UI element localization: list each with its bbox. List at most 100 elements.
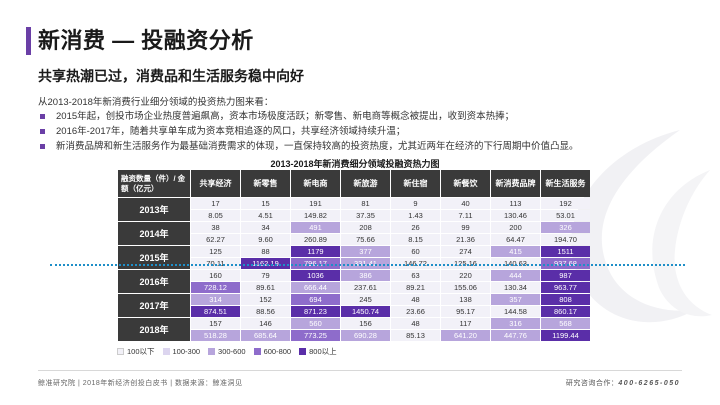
funding-amount-cell: 89.61: [241, 282, 290, 293]
deal-count-cell: 160: [191, 270, 240, 281]
funding-amount-cell: 130.34: [491, 282, 540, 293]
contact-label: 研究咨询合作：: [565, 380, 619, 387]
bullet-square-icon: [40, 129, 45, 134]
deal-count-cell: 191: [291, 198, 340, 209]
funding-amount-cell: 860.17: [541, 306, 590, 317]
deal-count-cell: 987: [541, 270, 590, 281]
deal-count-cell: 1511: [541, 246, 590, 257]
table-row: 8.05 4.51 149.82 37.35 1.43 7.11 130.46 53.01: [118, 210, 590, 221]
column-header: 新生活服务: [541, 170, 590, 197]
funding-amount-cell: 796.17: [291, 258, 340, 269]
funding-amount-cell: 773.25: [291, 330, 340, 341]
funding-amount-cell: 37.35: [341, 210, 390, 221]
deal-count-cell: 415: [491, 246, 540, 257]
investment-heatmap-table: 融资数量（件）/ 金额（亿元） 共享经济 新零售 新电商 新旅游 新住宿 新餐饮…: [117, 169, 591, 342]
page-subtitle: 共享热潮已过，消费品和生活服务稳中向好: [38, 68, 304, 84]
insight-item: 新消费品牌和新生活服务作为最基础消费需求的体现，一直保持较高的投资热度，尤其近两…: [38, 139, 579, 154]
table-row: 2017年 314 152 694 245 48 138 357 808: [118, 294, 590, 317]
funding-amount-cell: 937.68: [541, 258, 590, 269]
legend-label: 300-600: [218, 347, 246, 356]
deal-count-cell: 316: [491, 318, 540, 329]
row-year-label: 2018年: [118, 318, 190, 341]
table-row: 728.12 89.61 666.44 237.61 89.21 155.06 130.34…: [118, 282, 590, 293]
deal-count-cell: 200: [491, 222, 540, 233]
funding-amount-cell: 685.64: [241, 330, 290, 341]
deal-count-cell: 156: [341, 318, 390, 329]
funding-amount-cell: 75.66: [341, 234, 390, 245]
funding-amount-cell: 641.20: [441, 330, 490, 341]
legend-item: 300-600: [208, 347, 246, 356]
funding-amount-cell: 1450.74: [341, 306, 390, 317]
funding-amount-cell: 237.61: [341, 282, 390, 293]
column-header: 新住宿: [391, 170, 440, 197]
funding-amount-cell: 144.58: [491, 306, 540, 317]
table-row: 2013年 17 15 191 81 9 40 113 192: [118, 198, 590, 221]
table-row: 874.51 88.56 871.23 1450.74 23.66 95.17 144.58…: [118, 306, 590, 317]
insight-text: 2016年-2017年，随着共享单车成为资本竞相追逐的风口，共享经济领域持续升温…: [56, 126, 406, 137]
deal-count-cell: 81: [341, 198, 390, 209]
deal-count-cell: 79: [241, 270, 290, 281]
legend-swatch: [117, 348, 124, 355]
funding-amount-cell: 9.60: [241, 234, 290, 245]
funding-amount-cell: 89.21: [391, 282, 440, 293]
heatmap-body: 2013年 17 15 191 81 9 40 113 192 8.05 4.51 149.82 37.…: [118, 198, 590, 341]
deal-count-cell: 99: [441, 222, 490, 233]
insight-list: 2015年起，创投市场企业热度普遍飙高，资本市场极度活跃；新零售、新电商等概念被…: [38, 109, 579, 154]
funding-amount-cell: 149.82: [291, 210, 340, 221]
legend-item: 600-800: [253, 347, 292, 356]
insight-text: 2015年起，创投市场企业热度普遍飙高，资本市场极度活跃；新零售、新电商等概念被…: [56, 111, 515, 122]
insight-text: 新消费品牌和新生活服务作为最基础消费需求的体现，一直保持较高的投资热度，尤其近两…: [56, 141, 579, 152]
corner-header: 融资数量（件）/ 金额（亿元）: [118, 170, 190, 197]
dotted-divider: [50, 264, 685, 266]
deal-count-cell: 491: [291, 222, 340, 233]
deal-count-cell: 9: [391, 198, 440, 209]
legend-swatch: [299, 348, 307, 355]
legend-swatch: [253, 348, 261, 355]
row-year-label: 2016年: [118, 270, 190, 293]
deal-count-cell: 40: [441, 198, 490, 209]
funding-amount-cell: 7.11: [441, 210, 490, 221]
deal-count-cell: 138: [441, 294, 490, 305]
funding-amount-cell: 125.16: [441, 258, 490, 269]
funding-amount-cell: 62.27: [191, 234, 240, 245]
deal-count-cell: 34: [241, 222, 290, 233]
funding-amount-cell: 963.77: [541, 282, 590, 293]
deal-count-cell: 377: [341, 246, 390, 257]
legend-item: 800以上: [299, 346, 337, 357]
legend-label: 600-800: [263, 347, 292, 356]
funding-amount-cell: 53.01: [541, 210, 590, 221]
funding-amount-cell: 1199.44: [541, 330, 590, 341]
table-row: 2015年 125 88 1179 377 60 274 415 1511: [118, 246, 590, 269]
deal-count-cell: 274: [441, 246, 490, 257]
funding-amount-cell: 88.56: [241, 306, 290, 317]
bullet-square-icon: [40, 144, 45, 149]
funding-amount-cell: 1.43: [391, 210, 440, 221]
legend-swatch: [208, 348, 216, 355]
insight-item: 2015年起，创投市场企业热度普遍飙高，资本市场极度活跃；新零售、新电商等概念被…: [38, 109, 579, 124]
deal-count-cell: 694: [291, 294, 340, 305]
deal-count-cell: 568: [541, 318, 590, 329]
table-row: 70.11 1162.19 796.17 331.41 146.72 125.16 140.…: [118, 258, 590, 269]
column-header: 新消费品牌: [491, 170, 540, 197]
column-header: 新餐饮: [441, 170, 490, 197]
funding-amount-cell: 155.06: [441, 282, 490, 293]
funding-amount-cell: 331.41: [341, 258, 390, 269]
footer-source: 鲸准研究院 | 2018年新经济创投白皮书 | 数据来源：鲸准洞见: [38, 380, 243, 387]
legend-label: 800以上: [309, 347, 337, 356]
funding-amount-cell: 1162.19: [241, 258, 290, 269]
deal-count-cell: 560: [291, 318, 340, 329]
row-year-label: 2014年: [118, 222, 190, 245]
deal-count-cell: 386: [341, 270, 390, 281]
funding-amount-cell: 194.70: [541, 234, 590, 245]
deal-count-cell: 146: [241, 318, 290, 329]
legend-label: 100-300: [172, 347, 201, 356]
deal-count-cell: 1036: [291, 270, 340, 281]
deal-count-cell: 60: [391, 246, 440, 257]
deal-count-cell: 113: [491, 198, 540, 209]
table-row: 2016年 160 79 1036 386 63 220 444 987: [118, 270, 590, 293]
deal-count-cell: 314: [191, 294, 240, 305]
funding-amount-cell: 95.17: [441, 306, 490, 317]
column-header: 新旅游: [341, 170, 390, 197]
page-title: 新消费 — 投融资分析: [38, 28, 254, 53]
deal-count-cell: 125: [191, 246, 240, 257]
